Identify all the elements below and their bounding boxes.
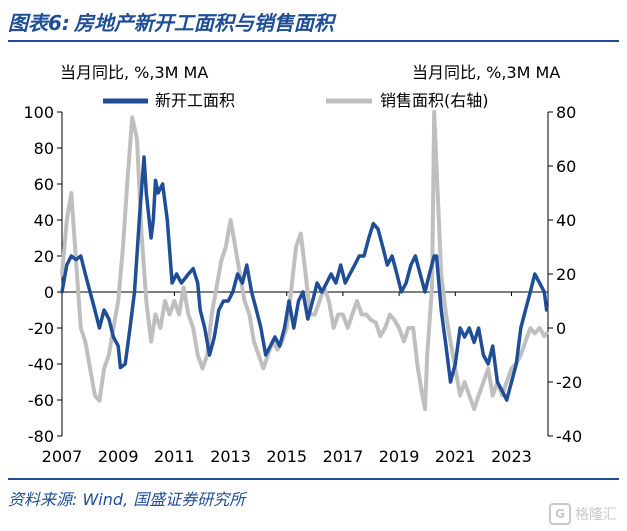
y-left-tick-label: 100 — [23, 103, 54, 122]
line-chart: 当月同比, %,3M MA 当月同比, %,3M MA 新开工面积 销售面积(右… — [23, 63, 582, 466]
x-tick-label: 2009 — [98, 447, 139, 466]
figure-title-bar: 图表6: 房地产新开工面积与销售面积 — [8, 6, 619, 42]
y-right-tick-label: 40 — [556, 211, 576, 230]
y-left-tick-label: 40 — [34, 211, 54, 230]
y-left-tick-label: 20 — [34, 247, 54, 266]
x-tick-label: 2017 — [323, 447, 364, 466]
watermark-text: 格隆汇 — [575, 507, 617, 523]
y-right-tick-label: 60 — [556, 157, 576, 176]
x-tick-label: 2023 — [491, 447, 532, 466]
source-note: 资料来源: Wind, 国盛证券研究所 — [8, 478, 619, 510]
y-axis-right-label: 当月同比, %,3M MA — [412, 63, 560, 82]
y-left-tick-label: -40 — [28, 355, 54, 374]
series-line-sales — [60, 110, 549, 411]
y-right-tick-label: -40 — [556, 427, 582, 446]
y-left-tick-label: -80 — [28, 427, 54, 446]
x-tick-label: 2013 — [210, 447, 251, 466]
x-tick-label: 2015 — [266, 447, 307, 466]
y-right-tick-label: 20 — [556, 265, 576, 284]
y-left-tick-label: -60 — [28, 391, 54, 410]
series-line-new-starts — [60, 155, 549, 402]
y-left-tick-label: -20 — [28, 319, 54, 338]
y-left-tick-label: 60 — [34, 175, 54, 194]
x-tick-label: 2011 — [154, 447, 195, 466]
x-tick-label: 2019 — [379, 447, 420, 466]
y-left-tick-label: 80 — [34, 139, 54, 158]
y-right-tick-label: 80 — [556, 103, 576, 122]
legend-label-new-starts: 新开工面积 — [155, 91, 235, 110]
y-left-tick-label: 0 — [44, 283, 54, 302]
x-tick-label: 2007 — [42, 447, 83, 466]
watermark: G 格隆汇 — [549, 503, 617, 525]
watermark-logo: G — [549, 503, 571, 525]
figure-number: 图表6: — [8, 11, 70, 35]
y-axis-left-label: 当月同比, %,3M MA — [60, 63, 208, 82]
y-right-tick-label: 0 — [556, 319, 566, 338]
y-right-tick-label: -20 — [556, 373, 582, 392]
x-tick-label: 2021 — [435, 447, 476, 466]
figure-title: 房地产新开工面积与销售面积 — [73, 11, 334, 35]
legend-label-sales: 销售面积(右轴) — [380, 91, 489, 110]
legend: 新开工面积 销售面积(右轴) — [103, 91, 489, 110]
plot-area: 100 80 60 40 20 0 -20 -40 -60 -80 80 60 40 20 0 -20 -40 2… — [23, 103, 582, 466]
